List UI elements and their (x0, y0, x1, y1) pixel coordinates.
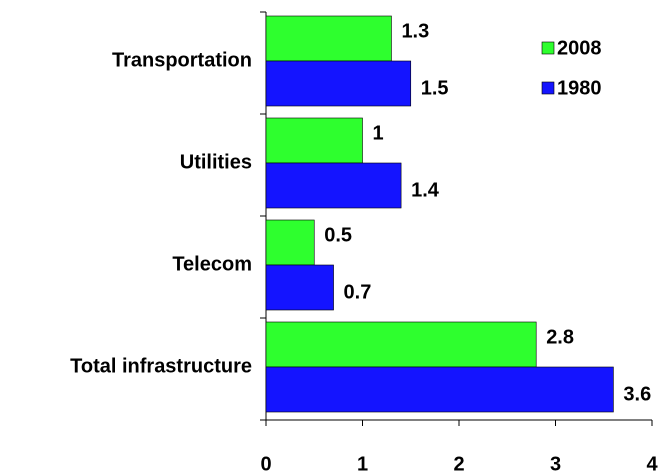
data-label: 2.8 (546, 326, 574, 348)
category-label: Telecom (172, 253, 252, 275)
bar (265, 162, 402, 209)
data-label: 0.5 (324, 224, 352, 246)
bar (265, 264, 334, 311)
bar (265, 219, 315, 266)
x-tick-label: 0 (260, 453, 271, 473)
data-label: 3.6 (623, 383, 651, 405)
legend-label: 1980 (557, 77, 602, 99)
bar (265, 366, 614, 413)
data-label: 1.5 (421, 77, 449, 99)
x-tick-label: 3 (550, 453, 561, 473)
legend-swatch (541, 81, 555, 95)
legend-label: 2008 (557, 37, 602, 59)
bar (265, 15, 392, 62)
x-tick-label: 4 (646, 453, 658, 473)
bar (265, 117, 363, 164)
category-label: Utilities (180, 151, 252, 173)
bar (265, 60, 412, 107)
x-tick-label: 1 (357, 453, 368, 473)
data-label: 0.7 (344, 281, 372, 303)
legend-swatch (541, 41, 555, 55)
data-label: 1.3 (401, 20, 429, 42)
data-label: 1.4 (411, 179, 440, 201)
category-label: Transportation (112, 49, 252, 71)
bar (265, 321, 537, 368)
data-label: 1 (373, 122, 384, 144)
x-tick-label: 2 (453, 453, 464, 473)
category-label: Total infrastructure (70, 355, 252, 377)
